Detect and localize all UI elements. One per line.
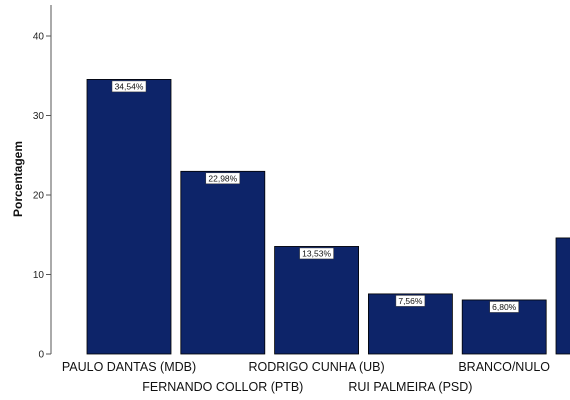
y-tick-label: 0	[38, 350, 44, 361]
data-label: 13,53%	[302, 248, 331, 258]
x-category-label: RUI PALMEIRA (PSD)	[348, 380, 472, 394]
bar	[274, 246, 360, 355]
data-label-box	[489, 301, 519, 313]
bar	[180, 170, 266, 355]
y-axis-label: Porcentagem	[11, 141, 25, 217]
x-category-label: PAULO DANTAS (MDB)	[62, 360, 196, 374]
bar	[86, 79, 172, 355]
y-tick-label: 10	[33, 270, 45, 281]
x-category-label: RODRIGO CUNHA (UB)	[249, 360, 385, 374]
y-tick-label: 30	[33, 111, 45, 122]
data-label: 34,54%	[115, 81, 144, 91]
y-tick-label: 40	[33, 32, 45, 43]
data-label: 7,56%	[398, 296, 423, 306]
data-label-box	[299, 247, 334, 260]
data-label: 22,98%	[208, 173, 237, 183]
data-label-box	[205, 172, 241, 185]
x-category-label: FERNANDO COLLOR (PTB)	[142, 380, 303, 394]
x-category-label: BRANCO/NULO	[458, 360, 550, 374]
data-label-box	[395, 295, 426, 307]
bar	[555, 237, 570, 355]
data-label: 6,80%	[492, 302, 517, 312]
data-label-box	[111, 80, 147, 93]
y-tick-label: 20	[33, 191, 45, 202]
